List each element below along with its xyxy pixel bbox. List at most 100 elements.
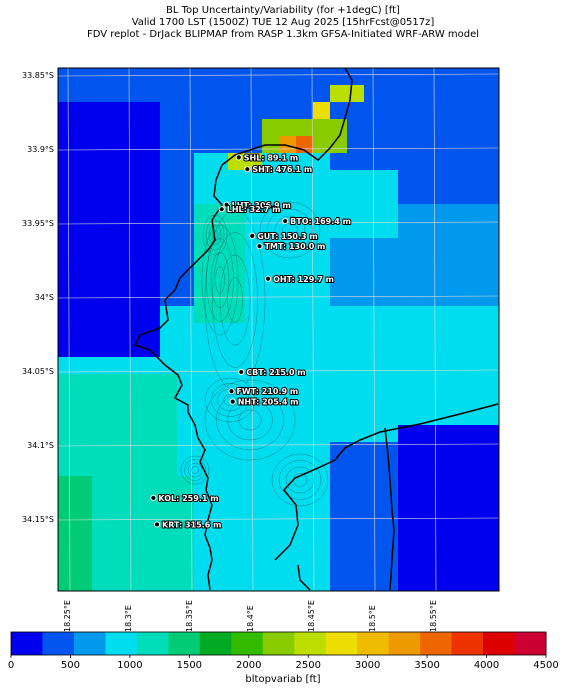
- grid-cell: [143, 136, 160, 153]
- grid-cell: [398, 544, 415, 561]
- grid-cell: [381, 68, 398, 85]
- grid-cell: [177, 204, 194, 221]
- grid-cell: [109, 119, 126, 136]
- grid-cell: [92, 187, 109, 204]
- grid-cell: [432, 136, 449, 153]
- grid-cell: [279, 408, 296, 425]
- grid-cell: [194, 323, 211, 340]
- grid-cell: [160, 544, 177, 561]
- grid-cell: [432, 544, 449, 561]
- grid-cell: [398, 442, 415, 459]
- grid-cell: [381, 204, 398, 221]
- grid-cell: [483, 391, 499, 408]
- grid-cell: [330, 408, 347, 425]
- grid-cell: [262, 255, 279, 272]
- grid-cell: [109, 204, 126, 221]
- grid-cell: [75, 323, 92, 340]
- grid-cell: [92, 425, 109, 442]
- grid-cell: [143, 561, 160, 578]
- grid-cell: [143, 85, 160, 102]
- grid-cell: [160, 357, 177, 374]
- station-dot: [218, 206, 225, 213]
- grid-cell: [364, 476, 381, 493]
- grid-cell: [228, 459, 245, 476]
- grid-cell: [126, 493, 143, 510]
- grid-cell: [483, 153, 499, 170]
- grid-cell: [364, 408, 381, 425]
- colorbar-swatch: [325, 632, 358, 655]
- grid-cell: [313, 391, 330, 408]
- grid-cell: [75, 442, 92, 459]
- grid-cell: [432, 527, 449, 544]
- grid-cell: [279, 102, 296, 119]
- grid-cell: [398, 221, 415, 238]
- station-label-kol: KOL: 259.1 m: [158, 494, 218, 503]
- coastline-point: [297, 564, 311, 591]
- grid-cell: [58, 459, 75, 476]
- grid-cell: [449, 476, 466, 493]
- grid-cell: [415, 578, 432, 591]
- grid-cell: [415, 561, 432, 578]
- grid-cell: [483, 357, 499, 374]
- grid-cell: [449, 578, 466, 591]
- grid-cell: [211, 442, 228, 459]
- grid-cell: [245, 119, 262, 136]
- grid-cell: [364, 493, 381, 510]
- grid-cell: [160, 187, 177, 204]
- grid-cell: [364, 357, 381, 374]
- x-tick-label: 18.55°E: [429, 600, 438, 632]
- grid-cell: [364, 187, 381, 204]
- grid-cell: [296, 493, 313, 510]
- grid-cell: [381, 85, 398, 102]
- grid-cell: [449, 442, 466, 459]
- grid-cell: [58, 578, 75, 591]
- grid-cell: [58, 323, 75, 340]
- grid-cell: [75, 289, 92, 306]
- grid-cell: [483, 170, 499, 187]
- grid-cell: [228, 578, 245, 591]
- grid-cell: [415, 85, 432, 102]
- grid-cell: [313, 578, 330, 591]
- grid-cell: [364, 459, 381, 476]
- grid-cell: [92, 544, 109, 561]
- grid-cell: [194, 527, 211, 544]
- grid-cell: [296, 544, 313, 561]
- grid-cell: [381, 272, 398, 289]
- grid-cell: [245, 85, 262, 102]
- grid-cell: [296, 68, 313, 85]
- grid-cell: [483, 442, 499, 459]
- grid-cell: [313, 289, 330, 306]
- grid-cell: [330, 85, 347, 102]
- grid-cell: [245, 68, 262, 85]
- grid-cell: [160, 68, 177, 85]
- grid-cell: [143, 255, 160, 272]
- grid-cell: [483, 221, 499, 238]
- grid-cell: [466, 68, 483, 85]
- grid-cell: [143, 306, 160, 323]
- grid-cell: [381, 323, 398, 340]
- grid-cell: [262, 323, 279, 340]
- grid-cell: [415, 238, 432, 255]
- grid-cell: [313, 153, 330, 170]
- grid-cell: [160, 510, 177, 527]
- grid-cell: [313, 357, 330, 374]
- grid-cell: [58, 119, 75, 136]
- grid-cell: [449, 493, 466, 510]
- grid-cell: [160, 153, 177, 170]
- grid-cell: [126, 255, 143, 272]
- grid-cell: [364, 238, 381, 255]
- grid-cell: [75, 459, 92, 476]
- grid-cell: [58, 204, 75, 221]
- grid-cell: [466, 408, 483, 425]
- grid-cell: [381, 408, 398, 425]
- grid-cell: [466, 442, 483, 459]
- grid-cell: [415, 255, 432, 272]
- station-label-nht: NHT: 205.4 m: [238, 398, 299, 407]
- grid-cell: [109, 323, 126, 340]
- grid-cell: [449, 272, 466, 289]
- grid-cell: [75, 255, 92, 272]
- grid-cell: [381, 374, 398, 391]
- grid-cell: [228, 442, 245, 459]
- grid-cell: [466, 238, 483, 255]
